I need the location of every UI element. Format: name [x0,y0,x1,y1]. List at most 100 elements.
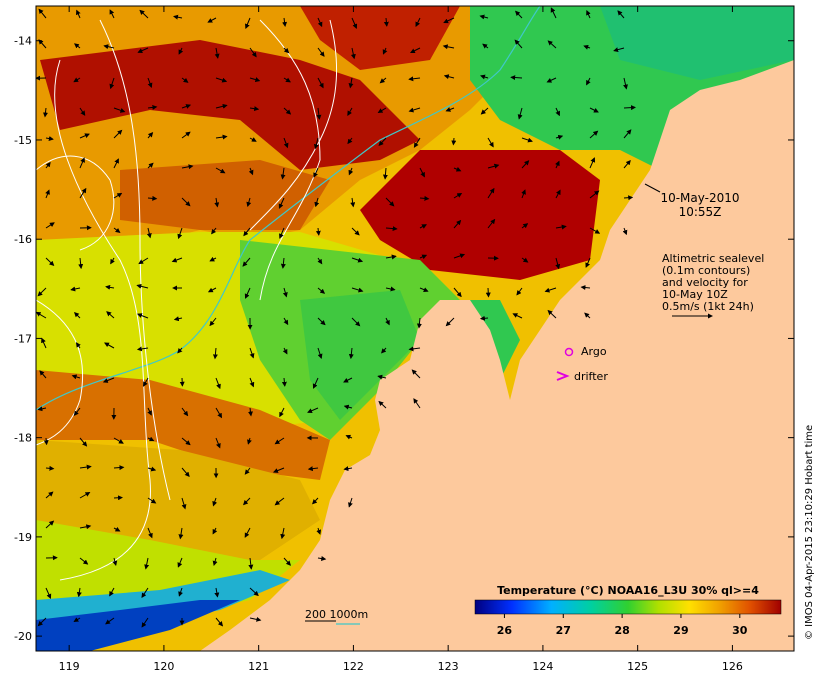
velocity-arrow [317,17,323,28]
velocity-arrow [419,167,425,178]
velocity-arrow [487,163,500,169]
velocity-arrow [113,107,126,113]
velocity-arrow [113,158,119,169]
velocity-arrow [278,197,285,209]
velocity-arrow [283,317,289,326]
velocity-arrow [307,466,319,472]
velocity-arrow [419,224,427,229]
lon-tick-label: 120 [153,660,174,673]
velocity-arrow [178,527,184,540]
velocity-arrow [345,434,353,440]
velocity-arrow [113,437,124,444]
velocity-arrow [249,106,260,112]
velocity-arrow [515,10,523,19]
velocity-arrow [45,465,55,471]
velocity-arrow [214,197,220,208]
velocity-arrow [181,131,191,139]
velocity-arrow [283,77,291,83]
velocity-arrow [147,104,158,110]
isobath-200m [36,6,541,411]
velocity-arrow [479,315,489,321]
velocity-arrow [248,557,254,570]
lon-tick-label: 122 [343,660,364,673]
velocity-arrow [79,437,88,447]
velocity-arrow [74,43,81,49]
velocity-arrow [343,404,353,410]
velocity-arrow [487,137,494,148]
velocity-arrow [181,197,191,207]
drifter-label: drifter [574,370,608,383]
velocity-arrow [312,377,319,389]
velocity-arrow [623,159,631,169]
date-pointer [644,183,661,193]
velocity-arrow [45,161,51,169]
velocity-arrow [283,107,292,115]
velocity-arrow [215,77,228,83]
velocity-arrow [408,107,421,113]
velocity-arrow [244,527,251,538]
velocity-arrow [181,467,190,478]
velocity-arrow [143,377,149,387]
velocity-arrow [622,227,628,236]
velocity-arrow [317,77,324,89]
velocity-arrow [514,39,523,49]
velocity-arrow [147,527,153,539]
velocity-arrow [181,104,192,109]
velocity-arrow [73,311,81,319]
velocity-arrow [247,437,252,445]
velocity-arrow [109,9,115,19]
velocity-arrow [102,377,115,383]
velocity-arrow [516,287,523,296]
velocity-arrow [550,7,557,19]
velocity-arrow [382,47,388,55]
map-area [36,6,794,651]
velocity-arrow [282,17,288,27]
velocity-arrow [45,520,55,529]
velocity-arrow [178,47,184,55]
velocity-arrow [136,283,149,289]
longitude-axis: 119 120 121 122 123 124 125 126 [59,6,743,673]
velocity-arrow [347,107,353,116]
velocity-arrow [76,9,81,19]
velocity-arrow [211,227,217,235]
velocity-arrow [280,167,286,180]
velocity-arrow [445,107,455,112]
velocity-arrow [147,466,157,472]
velocity-arrow [279,407,285,418]
colorbar-ticks: 26 27 28 29 30 [497,614,748,637]
velocity-arrow [419,195,430,201]
velocity-arrow [347,137,353,145]
velocity-arrow [215,617,224,627]
velocity-arrow [79,491,91,499]
velocity-arrow [109,77,115,90]
argo-marker-icon [564,347,574,357]
velocity-arrow [173,14,183,20]
velocity-arrow [147,436,155,442]
velocity-arrow [249,377,255,388]
velocity-arrow [106,311,115,319]
velocity-arrow [555,257,561,270]
velocity-arrow [383,17,389,27]
velocity-arrow [307,407,319,414]
latitude-axis: -14 -15 -16 -17 -18 -19 -20 [14,35,794,643]
lat-tick-label: -20 [14,630,32,643]
velocity-arrow [313,167,319,178]
velocity-arrow [79,133,90,139]
velocity-arrow [110,257,115,265]
velocity-arrow [79,157,85,169]
velocity-arrow [348,347,354,360]
velocity-arrow [521,189,526,199]
velocity-arrow [415,17,421,27]
velocity-arrow [109,587,115,597]
velocity-arrow [113,192,123,199]
velocity-arrow [79,557,89,565]
velocity-arrow [453,166,462,172]
lat-tick-label: -18 [14,432,32,445]
velocity-arrow [215,377,221,390]
velocity-arrow [137,47,149,53]
velocity-arrow [243,227,251,237]
velocity-arrow [623,129,632,139]
velocity-arrow [146,227,152,239]
velocity-arrow [248,167,254,176]
velocity-arrow [487,187,495,199]
